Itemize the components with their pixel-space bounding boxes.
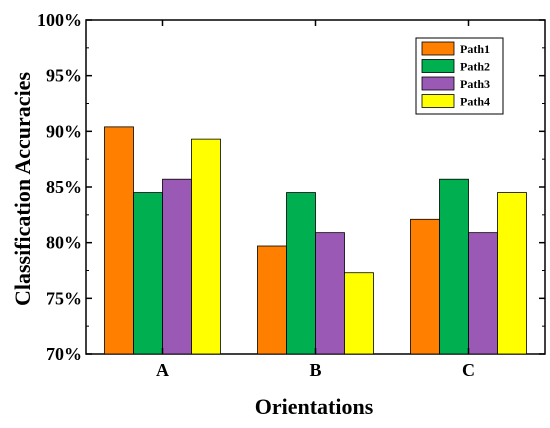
x-tick-label: A [156, 360, 169, 380]
legend-label-path1: Path1 [460, 42, 490, 56]
bar-path1-c [410, 218, 440, 355]
bar-path3-c [468, 232, 498, 355]
bar-path1-b [257, 245, 287, 355]
y-axis-title: Classification Accuracies [10, 72, 35, 306]
y-tick-label: 100% [37, 10, 82, 30]
bar-path4-b [344, 272, 374, 355]
x-tick-label: B [309, 360, 321, 380]
bar-path3-b [315, 232, 345, 355]
bar-path4-c [497, 192, 527, 355]
plot-area: 70% 75% 80% 85% 90% 95% 100% A B C Path1 Path2 Path3… [37, 10, 546, 380]
y-tick-label: 90% [46, 121, 82, 141]
legend-label-path4: Path4 [460, 95, 490, 109]
y-tick-label: 85% [46, 177, 82, 197]
y-tick-label: 75% [46, 288, 82, 308]
x-axis-title: Orientations [255, 394, 374, 419]
bar-path2-c [439, 178, 469, 355]
bar-path4-a [191, 138, 221, 355]
bar-path1-a [104, 126, 134, 355]
y-tick-label: 95% [46, 66, 82, 86]
x-tick-label: C [462, 360, 475, 380]
bar-path3-a [162, 178, 192, 355]
y-tick-label: 70% [46, 344, 82, 364]
legend-swatch-path3 [421, 76, 455, 91]
y-tick-label: 80% [46, 233, 82, 253]
legend-label-path2: Path2 [460, 60, 490, 74]
legend-swatch-path4 [421, 94, 455, 108]
legend-label-path3: Path3 [460, 77, 490, 91]
legend-swatch-path1 [421, 41, 455, 56]
bar-path2-a [133, 192, 163, 355]
bar-path2-b [286, 192, 316, 355]
legend-swatch-path2 [421, 59, 455, 73]
